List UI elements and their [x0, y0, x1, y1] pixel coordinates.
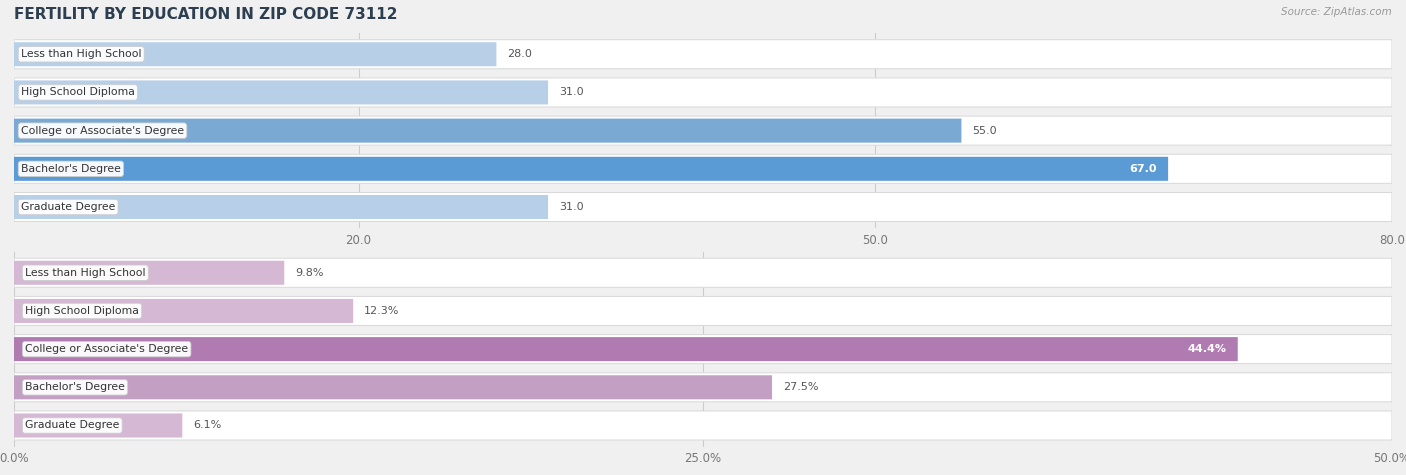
- FancyBboxPatch shape: [14, 42, 496, 66]
- FancyBboxPatch shape: [14, 192, 1392, 221]
- FancyBboxPatch shape: [14, 119, 962, 142]
- FancyBboxPatch shape: [14, 157, 1168, 181]
- Text: Graduate Degree: Graduate Degree: [21, 202, 115, 212]
- Text: College or Associate's Degree: College or Associate's Degree: [21, 125, 184, 136]
- FancyBboxPatch shape: [14, 334, 1392, 364]
- Text: 31.0: 31.0: [560, 87, 583, 97]
- FancyBboxPatch shape: [14, 258, 1392, 287]
- Text: 9.8%: 9.8%: [295, 268, 323, 278]
- Text: Bachelor's Degree: Bachelor's Degree: [21, 164, 121, 174]
- FancyBboxPatch shape: [14, 411, 1392, 440]
- Text: 6.1%: 6.1%: [193, 420, 221, 430]
- FancyBboxPatch shape: [14, 261, 284, 285]
- Text: Less than High School: Less than High School: [21, 49, 142, 59]
- Text: Bachelor's Degree: Bachelor's Degree: [25, 382, 125, 392]
- FancyBboxPatch shape: [14, 337, 1237, 361]
- FancyBboxPatch shape: [14, 195, 548, 219]
- Text: Graduate Degree: Graduate Degree: [25, 420, 120, 430]
- Text: High School Diploma: High School Diploma: [25, 306, 139, 316]
- Text: College or Associate's Degree: College or Associate's Degree: [25, 344, 188, 354]
- FancyBboxPatch shape: [14, 299, 353, 323]
- FancyBboxPatch shape: [14, 116, 1392, 145]
- FancyBboxPatch shape: [14, 296, 1392, 325]
- Text: FERTILITY BY EDUCATION IN ZIP CODE 73112: FERTILITY BY EDUCATION IN ZIP CODE 73112: [14, 7, 398, 22]
- FancyBboxPatch shape: [14, 413, 183, 437]
- FancyBboxPatch shape: [14, 78, 1392, 107]
- Text: Less than High School: Less than High School: [25, 268, 146, 278]
- Text: 27.5%: 27.5%: [783, 382, 818, 392]
- FancyBboxPatch shape: [14, 154, 1392, 183]
- Text: 44.4%: 44.4%: [1188, 344, 1226, 354]
- Text: Source: ZipAtlas.com: Source: ZipAtlas.com: [1281, 7, 1392, 17]
- Text: 55.0: 55.0: [973, 125, 997, 136]
- FancyBboxPatch shape: [14, 375, 772, 399]
- Text: 31.0: 31.0: [560, 202, 583, 212]
- FancyBboxPatch shape: [14, 40, 1392, 69]
- Text: 67.0: 67.0: [1129, 164, 1157, 174]
- FancyBboxPatch shape: [14, 80, 548, 104]
- FancyBboxPatch shape: [14, 373, 1392, 402]
- Text: High School Diploma: High School Diploma: [21, 87, 135, 97]
- Text: 28.0: 28.0: [508, 49, 533, 59]
- Text: 12.3%: 12.3%: [364, 306, 399, 316]
